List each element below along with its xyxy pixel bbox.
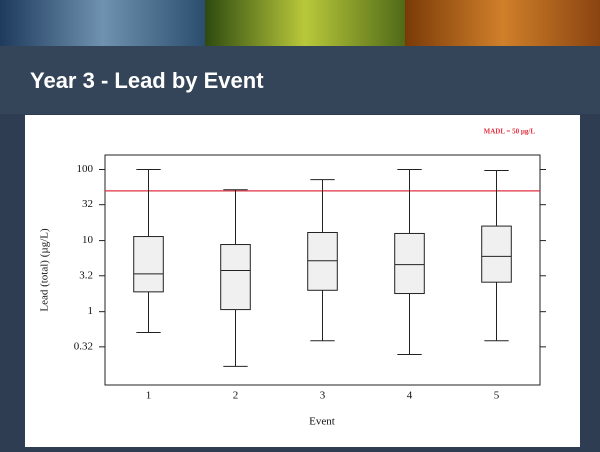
x-tick-label: 5	[494, 390, 500, 402]
y-tick-label: 3.2	[79, 269, 93, 281]
title-bar	[0, 46, 600, 114]
x-tick-label: 1	[146, 390, 152, 402]
box	[394, 232, 425, 295]
annotation: MADL = 50 µg/L	[484, 128, 536, 136]
y-tick-label: 100	[77, 163, 94, 175]
x-axis-label: Event	[309, 416, 335, 428]
x-tick-label: 2	[233, 390, 239, 402]
y-axis-label: Lead (total) (µg/L)	[39, 228, 51, 312]
banner-orange	[405, 0, 600, 46]
y-tick-label: 0.32	[74, 340, 93, 352]
slide-title: Year 3 - Lead by Event	[30, 68, 264, 93]
y-tick-label: 10	[82, 234, 94, 246]
box	[307, 231, 338, 291]
box	[133, 236, 164, 293]
plot-frame	[104, 154, 541, 386]
x-tick-label: 3	[320, 390, 326, 402]
y-tick-label: 1	[88, 305, 94, 317]
banner-water	[0, 0, 205, 46]
x-tick-label: 4	[407, 390, 413, 402]
box	[481, 225, 512, 283]
y-tick-label: 32	[82, 198, 93, 210]
banner-grass	[205, 0, 405, 46]
box	[220, 244, 251, 311]
